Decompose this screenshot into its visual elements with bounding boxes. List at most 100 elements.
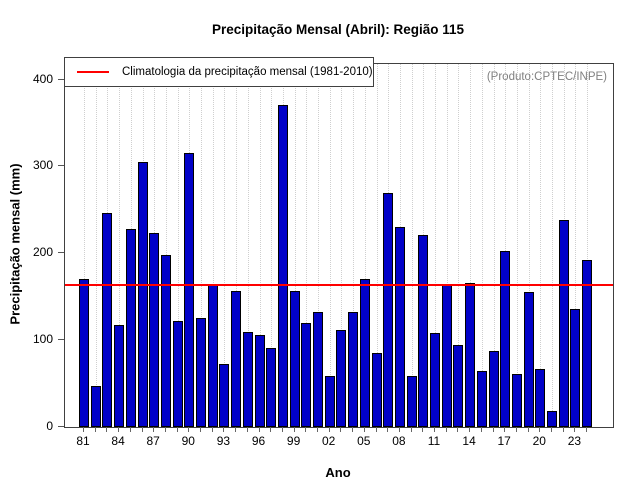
bar-1999 [289,291,300,427]
y-tick-label: 0 [46,419,53,433]
x-tick [164,427,166,432]
chart-title: Precipitação Mensal (Abril): Região 115 [211,22,465,37]
bar-1985 [125,229,136,427]
x-tick-label: 05 [357,434,371,448]
gridline [575,64,577,427]
x-tick [398,427,400,432]
gridline [493,64,495,427]
gridline [177,64,179,427]
gridline [119,64,121,427]
gridline [329,64,331,427]
x-tick [340,427,342,432]
bar-2023 [570,309,581,427]
bar-1993 [219,364,230,427]
bar-1989 [172,321,183,427]
x-tick [457,427,459,432]
y-tick [58,426,64,427]
bar-2007 [383,193,394,427]
x-tick-label: 11 [427,434,441,448]
gridline [364,64,366,427]
x-tick-label: 84 [111,434,125,448]
legend-red-line-swatch [77,71,109,73]
x-tick [352,427,354,432]
x-tick [141,427,143,432]
bar-1987 [149,233,160,427]
gridline [446,64,448,427]
x-tick [328,427,330,432]
y-axis-title: Precipitação mensal (mm) [7,163,23,325]
gridline [435,64,436,427]
x-tick-label: 93 [216,434,231,448]
gridline [481,64,483,427]
gridline [552,64,553,427]
x-tick [129,427,131,432]
x-tick [246,427,248,432]
x-tick [445,427,447,432]
y-tick [58,79,64,80]
x-tick-label: 17 [497,434,511,448]
bar-1988 [160,255,171,427]
watermark-produto-label: (Produto:CPTEC/INPE) [486,71,607,83]
plot-area [64,63,614,428]
bar-2002 [324,376,335,427]
legend-box: Climatologia da precipitação mensal (198… [64,57,374,87]
climatology-line [65,284,613,286]
bar-2015 [476,371,487,427]
gridline [470,64,472,427]
gridline [376,64,378,427]
bar-2013 [453,345,464,427]
legend-label: Climatologia da precipitação mensal (198… [122,66,373,78]
x-tick [94,427,96,432]
x-tick-label: 96 [251,434,266,448]
bar-2010 [418,235,429,427]
x-tick [527,427,529,432]
x-tick-label: 81 [76,434,90,448]
x-tick [118,427,120,432]
y-tick-label: 100 [32,332,53,346]
x-tick-label: 87 [146,434,160,448]
bar-2016 [488,351,499,427]
y-tick-label: 200 [32,245,53,259]
x-tick [176,427,178,432]
gridline [353,64,355,427]
x-tick-label: 02 [322,434,336,448]
x-tick [551,427,552,432]
x-tick [317,427,318,432]
x-tick [106,427,108,432]
bar-2008 [394,227,405,427]
gridline [84,64,85,427]
x-tick [562,427,564,432]
bar-2003 [336,330,347,427]
x-tick-label: 14 [462,434,476,448]
x-tick [586,427,588,432]
x-tick [539,427,541,432]
x-tick [83,427,84,432]
x-tick [188,427,190,432]
x-tick [211,427,213,432]
bar-1991 [196,318,206,427]
x-tick [305,427,307,432]
y-tick [58,165,64,166]
bar-1990 [184,153,195,427]
bar-2009 [406,376,417,427]
gridline [528,64,530,427]
gridline [271,64,273,427]
x-tick [200,427,201,432]
bar-2001 [313,312,323,427]
x-tick [223,427,225,432]
x-tick [387,427,389,432]
gridline [540,64,542,427]
x-tick [258,427,260,432]
bar-1995 [242,332,253,427]
bar-2012 [441,285,452,427]
x-tick [363,427,365,432]
gridline [411,64,413,427]
bar-1992 [207,285,218,427]
y-tick [58,252,64,253]
x-tick-label: 08 [392,434,406,448]
gridline [224,64,226,427]
x-tick-label: 90 [181,434,195,448]
bar-2000 [301,323,312,427]
bar-2021 [547,411,557,427]
